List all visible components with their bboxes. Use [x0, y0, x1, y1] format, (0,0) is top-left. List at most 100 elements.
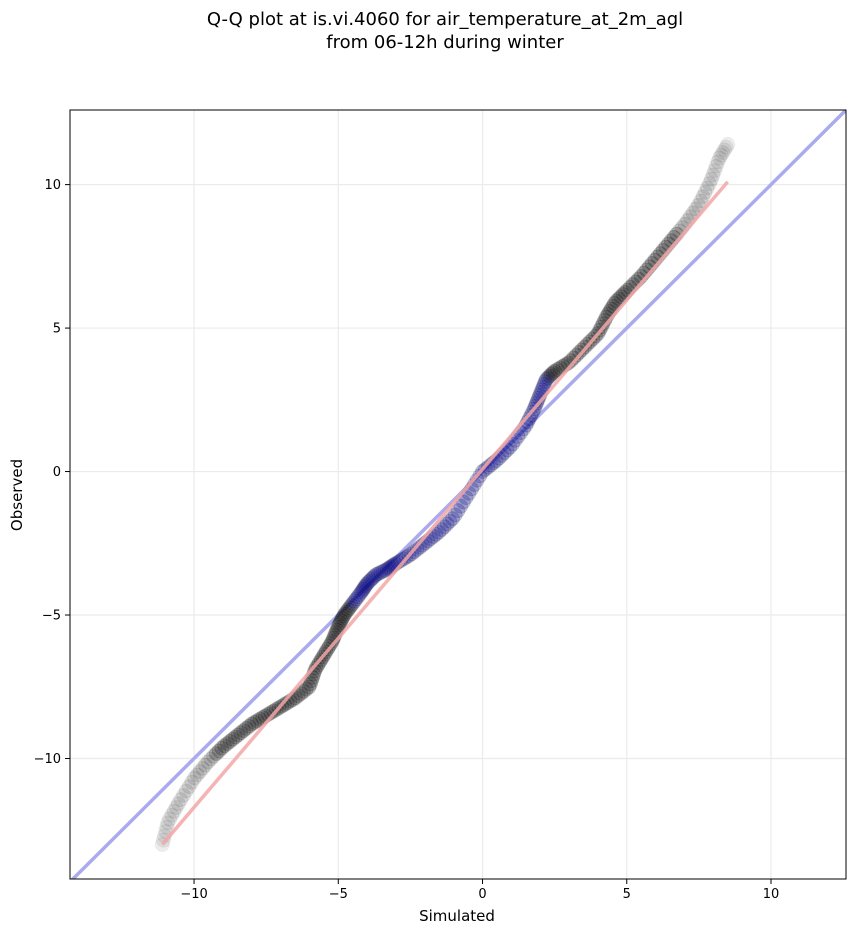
y-tick-label: −5 — [42, 609, 61, 624]
y-tick-label: 0 — [53, 465, 61, 480]
quantile-point — [186, 770, 202, 786]
quantile-point — [345, 595, 361, 611]
quantile-point — [219, 736, 235, 752]
quantile-point — [715, 145, 731, 161]
quantile-point — [184, 774, 200, 790]
quantile-point — [693, 193, 709, 209]
plot-frame — [69, 109, 847, 880]
quantile-point — [695, 189, 711, 205]
quantile-point — [549, 361, 565, 377]
quantile-point — [409, 541, 425, 557]
quantile-point — [216, 738, 232, 754]
quantile-point — [230, 727, 246, 743]
quantile-point — [303, 673, 319, 689]
quantile-point — [222, 733, 238, 749]
one-to-one-line-group — [70, 110, 846, 879]
quantile-point — [537, 374, 553, 390]
quantile-point — [203, 751, 219, 767]
quantile-points — [154, 136, 736, 853]
quantile-point — [347, 593, 363, 609]
quantile-point — [293, 686, 309, 702]
quantile-point — [249, 713, 265, 729]
quantile-point — [348, 591, 364, 607]
quantile-point — [332, 615, 348, 631]
quantile-point — [178, 783, 194, 799]
quantile-point — [325, 633, 341, 649]
x-tick-label: −10 — [180, 887, 207, 902]
quantile-point — [323, 636, 339, 652]
quantile-point — [335, 608, 351, 624]
quantile-point — [246, 714, 262, 730]
quantile-point — [571, 344, 587, 360]
quantile-point — [705, 167, 721, 183]
quantile-point — [716, 142, 732, 158]
quantile-point — [536, 376, 552, 392]
quantile-point — [375, 563, 391, 579]
quantile-point — [545, 365, 561, 381]
quantile-point — [354, 583, 370, 599]
quantile-point — [568, 347, 584, 363]
y-axis-label: Observed — [8, 459, 26, 531]
quantile-point — [206, 748, 222, 764]
fit-line — [160, 180, 730, 846]
quantile-point — [227, 729, 243, 745]
quantile-point — [701, 176, 717, 192]
quantile-point — [371, 565, 387, 581]
quantile-point — [166, 803, 182, 819]
quantile-point — [225, 731, 241, 747]
x-tick-label: −5 — [329, 887, 348, 902]
quantile-point — [159, 819, 175, 835]
quantile-point — [450, 503, 466, 519]
quantile-point — [173, 792, 189, 808]
quantile-point — [442, 513, 458, 529]
quantile-point — [176, 787, 192, 803]
quantile-point — [181, 779, 197, 795]
quantile-point — [607, 295, 623, 311]
quantile-point — [343, 597, 359, 613]
quantile-point — [368, 567, 384, 583]
quantile-point — [713, 147, 729, 163]
quantile-point — [236, 723, 252, 739]
quantile-point — [338, 604, 354, 620]
quantile-point — [542, 368, 558, 384]
quantile-point — [436, 519, 452, 535]
quantile-point — [331, 617, 347, 633]
quantile-point — [195, 760, 211, 776]
y-tick-label: −10 — [34, 752, 61, 767]
quantile-point — [477, 461, 493, 477]
x-axis-ticks: −10 −5 0 5 10 — [180, 879, 779, 902]
quantile-point — [333, 613, 349, 629]
quantile-point — [431, 524, 447, 540]
quantile-point — [298, 681, 314, 697]
quantile-point — [697, 184, 713, 200]
quantile-point — [547, 363, 563, 379]
quantile-point — [379, 561, 395, 577]
quantile-point — [359, 576, 375, 592]
quantile-point — [710, 154, 726, 170]
quantile-point — [353, 584, 369, 600]
quantile-point — [162, 811, 178, 827]
grid — [70, 110, 846, 879]
quantile-point — [192, 764, 208, 780]
quantile-point — [168, 800, 184, 815]
quantile-point — [342, 600, 358, 616]
quantile-point — [367, 568, 383, 584]
quantile-point — [708, 158, 724, 174]
quantile-point — [241, 718, 257, 734]
quantile-point — [543, 366, 559, 382]
quantile-point — [434, 521, 450, 537]
quantile-point — [160, 815, 176, 831]
quantile-point — [170, 796, 186, 812]
x-tick-label: 0 — [478, 887, 486, 902]
quantile-point — [244, 716, 260, 732]
quantile-point — [164, 807, 180, 823]
x-tick-label: 10 — [763, 887, 780, 902]
one-to-one-line — [70, 110, 846, 879]
quantile-point — [453, 498, 469, 514]
quantile-point — [200, 754, 216, 770]
quantile-point — [447, 507, 463, 523]
quantile-point — [535, 379, 551, 395]
quantile-point — [296, 683, 312, 699]
quantile-point — [703, 171, 719, 187]
